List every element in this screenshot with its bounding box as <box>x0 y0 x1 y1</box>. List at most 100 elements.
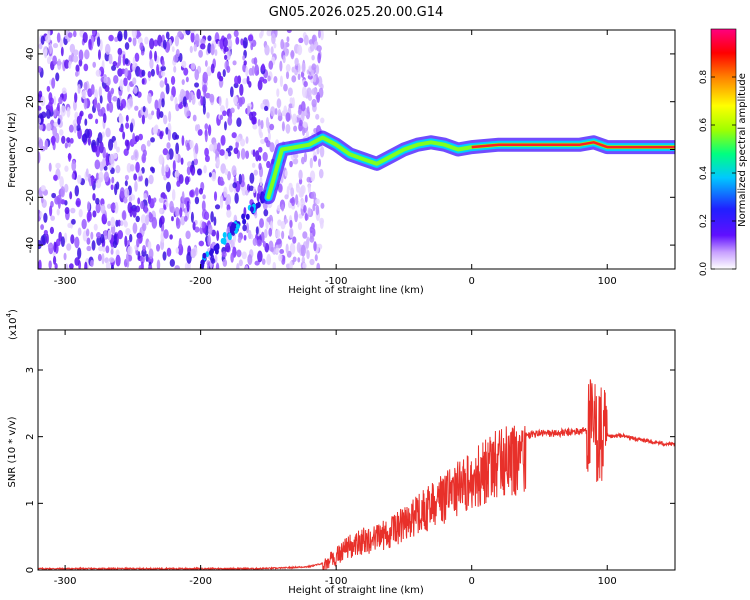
heatmap-cell <box>153 39 159 47</box>
heatmap-cell <box>312 227 316 237</box>
heatmap-cell <box>222 110 227 117</box>
heatmap-cell <box>40 224 45 230</box>
heatmap-cell <box>104 85 110 92</box>
heatmap-cell <box>78 49 84 61</box>
heatmap-cell <box>237 237 242 243</box>
heatmap-cell <box>48 260 52 269</box>
heatmap-cell <box>277 183 283 193</box>
heatmap-cell <box>191 94 196 105</box>
heatmap-cell <box>216 230 220 242</box>
heatmap-cell <box>318 30 321 39</box>
heatmap-cell <box>125 252 130 264</box>
ridge-band-peak <box>471 141 675 149</box>
heatmap-cell <box>103 76 108 84</box>
heatmap-cell <box>171 46 175 53</box>
heatmap-cell <box>264 228 268 239</box>
heatmap-cell <box>294 57 299 66</box>
heatmap-cell <box>301 62 306 73</box>
heatmap-cell <box>81 218 87 230</box>
heatmap-cell <box>69 191 73 200</box>
heatmap-cell <box>175 247 180 254</box>
heatmap-cell <box>208 143 215 152</box>
heatmap-cell <box>299 119 303 127</box>
heatmap-cell <box>261 63 265 72</box>
heatmap-cell <box>265 140 271 148</box>
heatmap-cell <box>194 187 199 197</box>
heatmap-cell <box>166 142 171 149</box>
heatmap-cell <box>115 181 120 190</box>
heatmap-cell <box>83 63 89 72</box>
heatmap-cell <box>235 36 240 45</box>
heatmap-cell <box>252 123 258 130</box>
heatmap-cell <box>236 262 240 269</box>
heatmap-cell <box>259 176 263 187</box>
heatmap-cell <box>194 82 200 88</box>
heatmap-cell <box>262 241 267 248</box>
heatmap-cell <box>194 33 200 46</box>
heatmap-cell <box>159 111 164 119</box>
heatmap-cell <box>53 95 57 106</box>
heatmap-cell <box>303 81 308 88</box>
heatmap-cell <box>106 203 112 209</box>
heatmap-cell <box>227 171 231 181</box>
heatmap-cell <box>318 168 324 179</box>
heatmap-cell <box>311 87 318 96</box>
heatmap-cell <box>140 254 145 264</box>
heatmap-cell <box>251 162 256 168</box>
heatmap-cell <box>123 77 128 87</box>
heatmap-cell <box>108 101 114 113</box>
heatmap-cell <box>81 90 87 100</box>
heatmap-cell <box>138 133 143 141</box>
heatmap-cell <box>297 108 302 116</box>
heatmap-cell <box>219 197 224 209</box>
heatmap-cell <box>169 234 173 240</box>
heatmap-cell <box>145 214 150 226</box>
heatmap-cell <box>292 236 297 244</box>
heatmap-cell <box>133 86 138 94</box>
heatmap-cell <box>242 78 248 85</box>
heatmap-cell <box>190 248 196 259</box>
heatmap-cell <box>115 249 120 257</box>
heatmap-cell <box>134 52 140 62</box>
heatmap-cell <box>144 177 149 187</box>
heatmap-cell <box>281 230 285 240</box>
heatmap-cell <box>257 79 263 91</box>
heatmap-cell <box>144 36 149 45</box>
heatmap-cell <box>186 251 192 264</box>
heatmap-cell <box>202 252 207 259</box>
heatmap-cell <box>207 42 212 54</box>
heatmap-cell <box>200 95 204 106</box>
heatmap-cell <box>165 83 170 95</box>
heatmap-cell <box>57 118 61 125</box>
heatmap-cell <box>281 203 285 212</box>
heatmap-cell <box>289 160 293 168</box>
heatmap-cell <box>267 75 271 82</box>
heatmap-cell <box>95 197 100 205</box>
heatmap-cell <box>88 38 92 50</box>
heatmap-cell <box>298 37 304 44</box>
heatmap-cell <box>56 32 61 43</box>
heatmap-cell <box>231 132 237 139</box>
heatmap-cell <box>51 192 57 199</box>
heatmap-cell <box>260 102 265 110</box>
heatmap-cell <box>229 86 234 98</box>
heatmap-cell <box>204 154 210 163</box>
heatmap-cell <box>97 132 103 144</box>
heatmap-cell <box>151 110 155 116</box>
heatmap-cell <box>284 218 289 224</box>
heatmap-cell <box>213 191 218 202</box>
heatmap-cell <box>260 231 265 243</box>
heatmap-cell <box>251 116 257 125</box>
heatmap-cell <box>186 200 190 213</box>
heatmap-cell <box>180 157 184 165</box>
heatmap-cell <box>132 132 136 144</box>
heatmap-cell <box>129 122 134 133</box>
heatmap-cell <box>123 30 128 40</box>
heatmap-cell <box>156 63 160 76</box>
heatmap-cell <box>58 96 63 105</box>
heatmap-cell <box>169 258 175 267</box>
x-tick-label: 0 <box>469 276 475 287</box>
heatmap-cell <box>205 92 211 99</box>
heatmap-cell <box>140 50 145 56</box>
heatmap-cell <box>86 237 91 245</box>
